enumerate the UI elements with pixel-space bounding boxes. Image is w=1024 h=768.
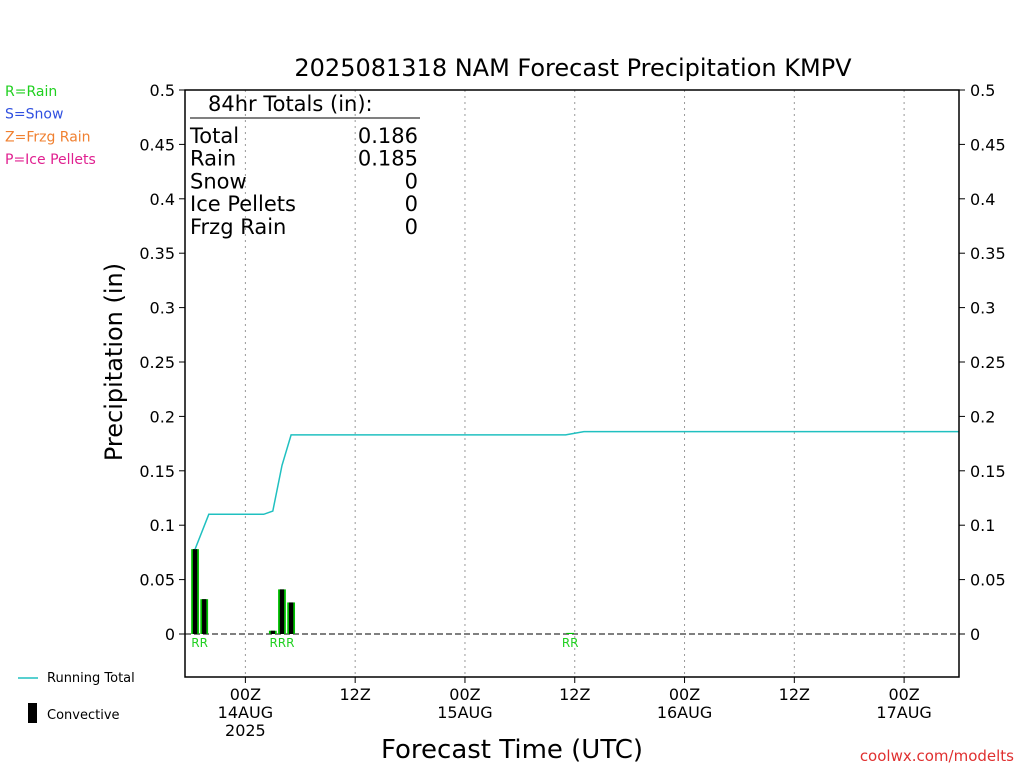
y-tick-label: 0.4 (150, 190, 175, 209)
convective-precip-bar (192, 549, 198, 634)
x-tick-label: 00Z (888, 685, 919, 704)
ptype-marker: RRR (269, 636, 294, 650)
total-precip-bar (566, 632, 575, 634)
totals-row-label: Total (189, 124, 239, 148)
ptype-legend: R=Rain S=Snow Z=Frzg Rain P=Ice Pellets (5, 84, 96, 168)
convective-precip-bar (270, 630, 275, 634)
totals-row-label: Ice Pellets (190, 192, 296, 216)
y-tick-label: 0.25 (139, 353, 175, 372)
y-tick-label: 0.05 (139, 571, 175, 590)
x-tick-label: 12Z (340, 685, 371, 704)
bar-series (191, 549, 575, 634)
x-tick-label: 00Z (449, 685, 480, 704)
y-axis-right: 0 0.05 0.1 0.15 0.2 0.25 0.3 0.35 0.4 0.45 0.5 (959, 81, 1006, 644)
totals-row-label: Frzg Rain (190, 215, 286, 239)
totals-rows: Total 0.186 Rain 0.185 Snow 0 Ice Pellets 0 Frzg… (189, 124, 418, 239)
y-tick-label-right: 0.4 (970, 190, 995, 209)
x-tick-label: 2025 (225, 721, 266, 740)
y-tick-label-right: 0.5 (970, 81, 995, 100)
ptype-legend-item: Z=Frzg Rain (5, 129, 91, 145)
ptype-legend-item: P=Ice Pellets (5, 152, 96, 168)
y-axis-label: Precipitation (in) (100, 263, 128, 461)
y-tick-label-right: 0.45 (970, 135, 1006, 154)
totals-row-value: 0.185 (358, 147, 418, 171)
ptype-markers: RR RRR RR (191, 636, 578, 650)
y-tick-label: 0.45 (139, 135, 175, 154)
vertical-gridlines (244, 90, 905, 677)
y-tick-label: 0.1 (150, 516, 175, 535)
totals-box: 84hr Totals (in): Total 0.186 Rain 0.185 Sno… (189, 92, 420, 239)
credit-text: coolwx.com/modelts (860, 747, 1014, 765)
convective-legend-label: Convective (47, 708, 120, 723)
y-tick-label-right: 0.1 (970, 516, 995, 535)
y-tick-label-right: 0.05 (970, 571, 1006, 590)
running-total-line (194, 430, 959, 550)
y-tick-label-right: 0.25 (970, 353, 1006, 372)
y-tick-label: 0.35 (139, 244, 175, 263)
ptype-legend-item: R=Rain (5, 84, 57, 100)
totals-row-value: 0 (405, 215, 418, 239)
ptype-marker: RR (191, 636, 208, 650)
totals-header: 84hr Totals (in): (208, 92, 373, 116)
x-tick-label: 12Z (559, 685, 590, 704)
bottom-legend: Running Total Convective (18, 671, 135, 723)
convective-precip-bar (202, 599, 207, 634)
y-tick-label: 0 (165, 625, 175, 644)
y-tick-label: 0.3 (150, 299, 175, 318)
x-tick-label: 17AUG (876, 703, 931, 722)
y-tick-label-right: 0.3 (970, 299, 995, 318)
x-tick-label: 15AUG (437, 703, 492, 722)
totals-row-value: 0.186 (358, 124, 418, 148)
convective-precip-bar (279, 589, 285, 634)
x-tick-label: 14AUG (218, 703, 273, 722)
convective-legend-swatch (28, 703, 37, 723)
y-tick-label-right: 0.2 (970, 407, 995, 426)
x-tick-label: 16AUG (657, 703, 712, 722)
ptype-marker: RR (562, 636, 579, 650)
x-tick-label: 12Z (779, 685, 810, 704)
chart-title: 2025081318 NAM Forecast Precipitation KM… (294, 54, 852, 82)
y-tick-label-right: 0.35 (970, 244, 1006, 263)
plot-frame (184, 89, 960, 678)
totals-row-label: Snow (190, 169, 247, 193)
ptype-legend-item: S=Snow (5, 107, 63, 123)
y-tick-label: 0.5 (150, 81, 175, 100)
y-tick-label-right: 0.15 (970, 462, 1006, 481)
totals-row-value: 0 (405, 192, 418, 216)
x-axis-label: Forecast Time (UTC) (381, 735, 643, 765)
y-tick-label: 0.15 (139, 462, 175, 481)
y-tick-label: 0.2 (150, 407, 175, 426)
running-total-legend-label: Running Total (47, 671, 135, 686)
totals-row-label: Rain (190, 147, 236, 171)
convective-precip-bar (288, 602, 294, 634)
totals-row-value: 0 (405, 169, 418, 193)
x-tick-label: 00Z (230, 685, 261, 704)
y-axis-left: 0 0.05 0.1 0.15 0.2 0.25 0.3 0.35 0.4 0.45 0.5 (139, 81, 185, 644)
y-tick-label-right: 0 (970, 625, 980, 644)
x-tick-label: 00Z (669, 685, 700, 704)
